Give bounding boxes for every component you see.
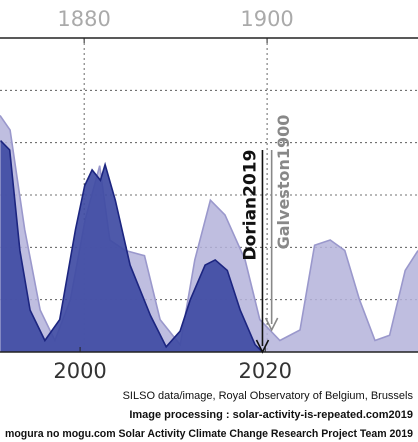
credit-line: mogura no mogu.com Solar Activity Climat… <box>5 428 413 440</box>
x-tick-label: 2000 <box>53 359 106 383</box>
credit-line: SILSO data/image, Royal Observatory of B… <box>123 390 414 402</box>
annotation-label: Dorian2019 <box>240 150 260 261</box>
x2-tick-label: 1880 <box>57 7 110 31</box>
annotation-label: Galveston1900 <box>274 115 293 250</box>
arrow-head <box>264 317 279 332</box>
x2-tick-label: 1900 <box>240 7 293 31</box>
area-outline <box>0 140 264 353</box>
credit-line: Image processing : solar-activity-is-rep… <box>129 409 413 421</box>
x-tick-label: 2020 <box>239 359 292 383</box>
arrow-head <box>255 339 270 354</box>
area <box>0 140 263 352</box>
